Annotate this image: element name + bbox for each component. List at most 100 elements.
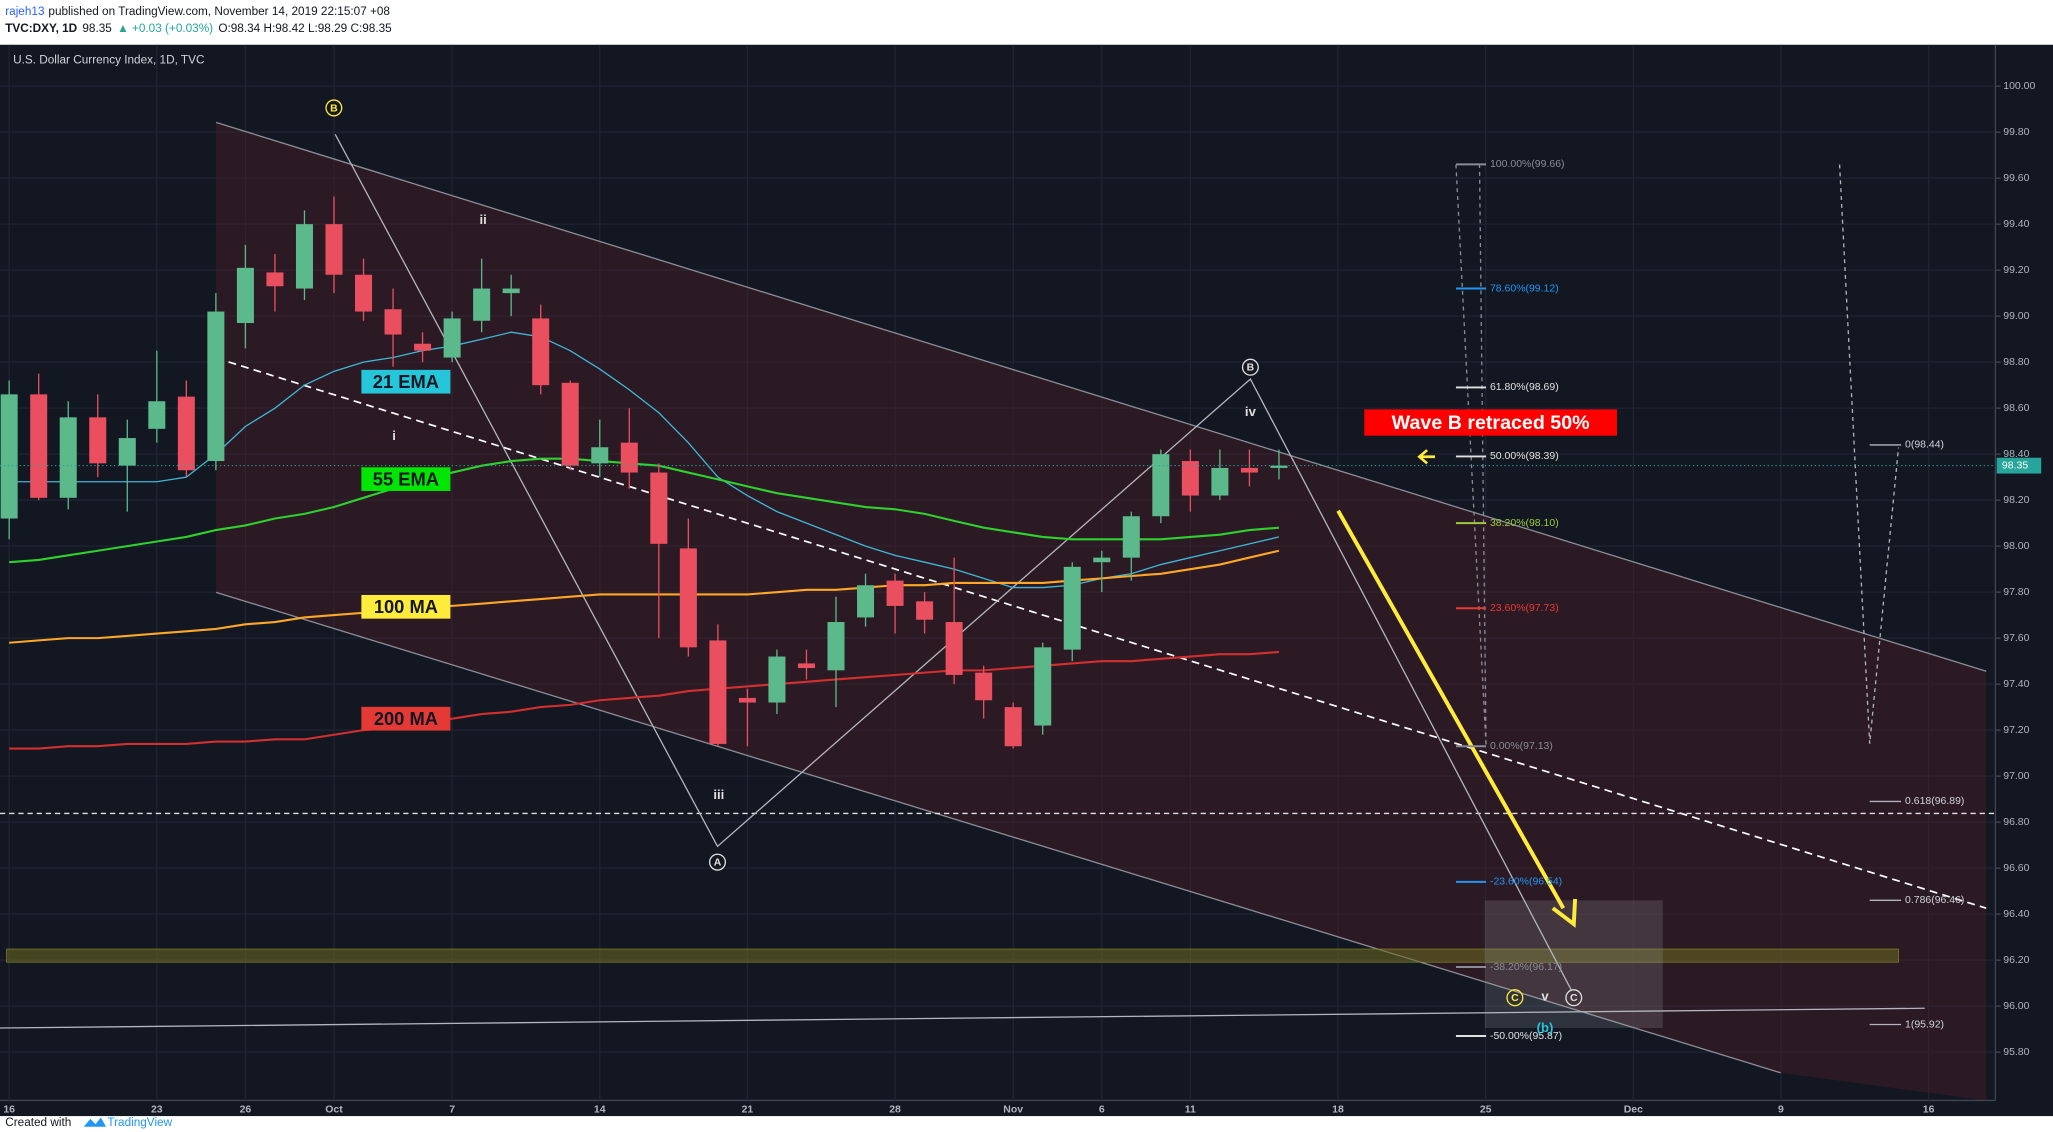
fib-label: 61.80%(98.69) <box>1490 381 1559 393</box>
footer-brand: TradingView <box>107 1115 172 1129</box>
candle-body <box>561 382 579 466</box>
fib-label: 50.00%(98.39) <box>1490 450 1559 462</box>
fib-extension-label: 0.786(96.46) <box>1905 894 1964 906</box>
chart-title: U.S. Dollar Currency Index, 1D, TVC <box>13 53 205 67</box>
candle-body <box>1240 467 1258 473</box>
extension-path <box>1838 164 1900 744</box>
candle-body <box>266 272 284 287</box>
wave-path <box>334 133 1572 991</box>
candle-body <box>797 663 815 669</box>
candle-body <box>207 311 225 462</box>
fib-extension-label: 0(98.44) <box>1905 439 1944 451</box>
y-tick-label: 99.20 <box>2003 264 2029 276</box>
y-tick-label: 97.40 <box>2003 678 2029 690</box>
candle-body <box>916 601 934 620</box>
ma-label-bg <box>361 467 451 491</box>
x-tick-label: 9 <box>1778 1103 1784 1115</box>
candle-body <box>502 288 520 294</box>
channel-top <box>215 121 1987 672</box>
wave-circle <box>708 853 727 871</box>
x-tick-label: Nov <box>1003 1103 1023 1115</box>
y-tick-label: 98.20 <box>2003 494 2029 506</box>
y-tick-label: 96.80 <box>2003 816 2029 828</box>
x-tick-label: 18 <box>1332 1103 1344 1115</box>
fib-label: -23.60%(96.54) <box>1490 876 1562 888</box>
footer-bg <box>0 1116 2053 1132</box>
channel-mid <box>215 357 1987 910</box>
channel-bottom <box>215 591 1781 1074</box>
candle-body <box>177 396 195 471</box>
symbol-line: TVC:DXY, 1D 98.35 ▲ +0.03 (+0.03%) O:98.34 … <box>5 21 392 35</box>
x-tick-label: 21 <box>742 1103 754 1115</box>
ma-label-bg <box>361 369 451 394</box>
callout-arrow <box>1417 449 1436 465</box>
wave-label: (b) <box>1537 1020 1554 1035</box>
wave-label: B <box>330 102 338 114</box>
wave-circle <box>1506 989 1524 1007</box>
drawings <box>0 121 1996 1101</box>
wave-label: iii <box>713 787 724 802</box>
candle-body <box>768 656 786 703</box>
wave-label: C <box>1511 992 1519 1004</box>
x-tick-label: 16 <box>3 1103 15 1115</box>
footer-logo <box>83 1117 107 1127</box>
candle-body <box>1270 465 1288 468</box>
fib-label: 100.00%(99.66) <box>1490 158 1565 170</box>
candle-body <box>236 267 254 324</box>
x-tick-label: 16 <box>1923 1103 1935 1115</box>
ma-label: 55 EMA <box>373 468 439 489</box>
axes: 95.80 96.00 96.20 96.40 96.60 96.80 97.00 97.20… <box>3 80 2042 1115</box>
wave-label: i <box>392 428 396 443</box>
y-tick-label: 96.20 <box>2003 954 2029 966</box>
x-tick-label: 26 <box>240 1103 252 1115</box>
candle-body <box>886 580 904 606</box>
candle-body <box>148 401 166 429</box>
y-tick-label: 99.40 <box>2003 218 2029 230</box>
y-tick-label: 96.60 <box>2003 862 2029 874</box>
x-tick-label: 6 <box>1099 1103 1105 1115</box>
y-tick-label: 100.00 <box>2003 80 2035 92</box>
candle-body <box>620 442 638 473</box>
y-tick-label: 98.60 <box>2003 402 2029 414</box>
y-tick-label: 95.80 <box>2003 1046 2029 1058</box>
y-tick-label: 96.40 <box>2003 908 2029 920</box>
y-tick-label: 97.20 <box>2003 724 2029 736</box>
footer-text: Created with <box>5 1115 71 1129</box>
x-tick-label: 7 <box>449 1103 455 1115</box>
y-tick-label: 96.00 <box>2003 1000 2029 1012</box>
candle-body <box>473 288 491 321</box>
candle-body <box>89 417 107 464</box>
wave-label: v <box>1541 989 1549 1004</box>
candle-body <box>1004 707 1022 747</box>
channel-fill <box>216 122 1987 1101</box>
fib-label: -50.00%(95.87) <box>1490 1030 1562 1042</box>
wave-label: C <box>1570 992 1578 1004</box>
candle-body <box>1152 454 1170 517</box>
wave-circle <box>1565 989 1583 1007</box>
ma-label-bg <box>361 594 451 619</box>
x-tick-label: 11 <box>1185 1103 1196 1115</box>
callout: Wave B retraced 50% <box>1392 412 1590 434</box>
candle-body <box>0 394 18 519</box>
wave-circle <box>1241 358 1259 376</box>
y-tick-label: 99.80 <box>2003 126 2029 138</box>
candle-body <box>443 318 461 358</box>
ohlc: O:98.34 H:98.42 L:98.29 C:98.35 <box>218 21 392 35</box>
ma-label: 21 EMA <box>373 371 439 392</box>
fib-extension-label: 0.618(96.89) <box>1905 795 1964 807</box>
last: 98.35 <box>82 21 112 35</box>
candle-body <box>384 309 402 335</box>
wave-label: ii <box>479 212 486 227</box>
marks <box>0 163 1996 1037</box>
y-tick-label: 97.60 <box>2003 632 2029 644</box>
wave-label: A <box>714 857 722 869</box>
candle-body <box>591 447 609 464</box>
wave-circle <box>325 99 343 117</box>
chart-bg <box>0 44 2053 1117</box>
forecast-arrow <box>1336 509 1566 910</box>
candle-body <box>679 548 697 648</box>
candle-body <box>857 585 875 618</box>
candle-body <box>709 640 727 744</box>
y-tick-label: 98.40 <box>2003 448 2029 460</box>
symbol: TVC:DXY, 1D <box>5 21 77 35</box>
